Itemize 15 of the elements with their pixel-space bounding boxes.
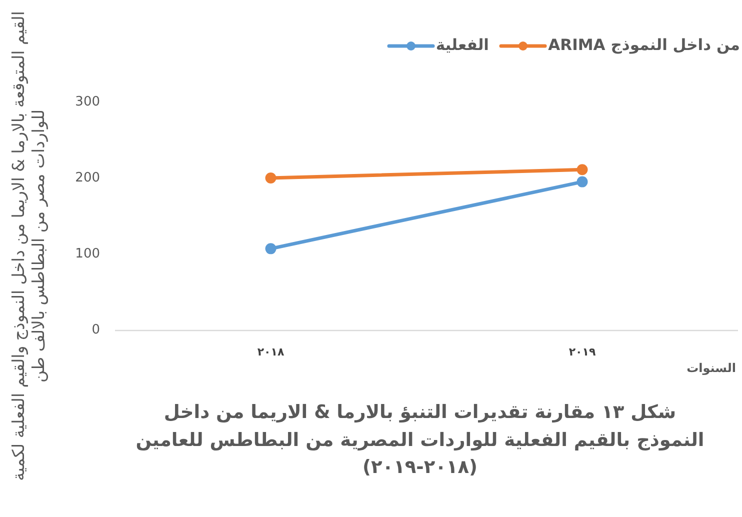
ytick: 0: [92, 322, 100, 338]
point: [265, 172, 276, 184]
legend-label: الفعلية: [436, 35, 489, 55]
title: شكل ١٣ مقارنة تقديرات التنبؤ بالارما & الاريما من داخل النموذج بالقيم الفعلية للواردات المصرية من البطاطس للعامين (٢٠١٨-٢٠١٩): [134, 401, 706, 480]
xtick: ٢٠١٨: [257, 346, 284, 358]
xlabel: السنوات: [686, 360, 736, 376]
point: [576, 164, 588, 176]
legend-label: من داخل النموذج ARIMA: [548, 35, 740, 55]
ytick: 100: [75, 246, 100, 262]
point: [576, 176, 588, 188]
ytick: 200: [75, 170, 100, 186]
xtick: ٢٠١٩: [568, 346, 596, 358]
point: [265, 243, 276, 254]
ytick: 300: [75, 94, 100, 110]
ylabel: القيم المتوقعة بالارما & الاريما من داخل النموذج والقيم الفعلية لكمية للواردات مصر من البطاطس بالالف طن: [9, 10, 49, 483]
